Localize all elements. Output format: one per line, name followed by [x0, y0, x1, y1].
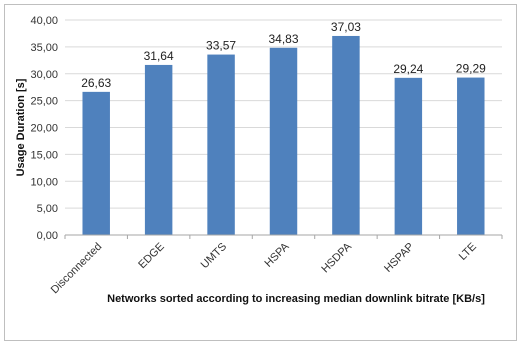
- x-tick-label: HSPA: [263, 240, 293, 270]
- bar-disconnected: [82, 91, 110, 236]
- y-tick-label: 25,00: [30, 96, 58, 108]
- y-tick-label: 15,00: [30, 149, 58, 161]
- x-tick-label: EDGE: [136, 241, 167, 272]
- x-tick-label: Disconnected: [49, 241, 105, 297]
- y-tick-label: 20,00: [30, 123, 58, 135]
- y-axis-ticks: 0,00 5,00 10,00 15,00 20,00 25,00 30,00 35,00 40…: [30, 15, 58, 242]
- x-tick-label: LTE: [457, 241, 479, 263]
- data-label: 26,63: [81, 76, 111, 90]
- y-tick-label: 10,00: [30, 176, 58, 188]
- bar-hspa: [269, 47, 298, 235]
- y-axis-title: Usage Duration [s]: [15, 78, 27, 176]
- bar-umts: [207, 54, 235, 235]
- bar-edge: [144, 64, 173, 235]
- x-tick-label: HSPAP: [382, 241, 416, 275]
- bar-hspap: [394, 77, 423, 236]
- x-tick-label: HSDPA: [319, 240, 354, 275]
- data-label: 29,24: [393, 62, 423, 76]
- y-tick-label: 30,00: [30, 69, 58, 81]
- x-axis-title: Networks sorted according to increasing …: [107, 293, 485, 305]
- y-tick-label: 35,00: [30, 42, 58, 54]
- data-label: 33,57: [206, 39, 236, 53]
- bars: [82, 35, 485, 236]
- data-label: 31,64: [144, 49, 174, 63]
- bar-lte: [457, 77, 485, 235]
- bar-hsdpa: [332, 35, 360, 236]
- y-tick-label: 0,00: [37, 230, 58, 242]
- bar-chart: 0,00 5,00 10,00 15,00 20,00 25,00 30,00 35,00 40…: [15, 15, 503, 305]
- y-tick-label: 5,00: [37, 203, 58, 215]
- y-tick-label: 40,00: [30, 15, 58, 27]
- chart-frame: 0,00 5,00 10,00 15,00 20,00 25,00 30,00 35,00 40…: [4, 4, 517, 341]
- data-label: 29,29: [456, 62, 486, 76]
- data-label: 37,03: [331, 20, 361, 34]
- x-tick-label: UMTS: [199, 241, 230, 272]
- data-labels: 26,63 31,64 33,57 34,83 37,03 29,24 29,29: [81, 20, 486, 90]
- data-label: 34,83: [268, 32, 298, 46]
- x-axis-ticks: Disconnected EDGE UMTS HSPA HSDPA HSPAP LTE: [49, 235, 503, 297]
